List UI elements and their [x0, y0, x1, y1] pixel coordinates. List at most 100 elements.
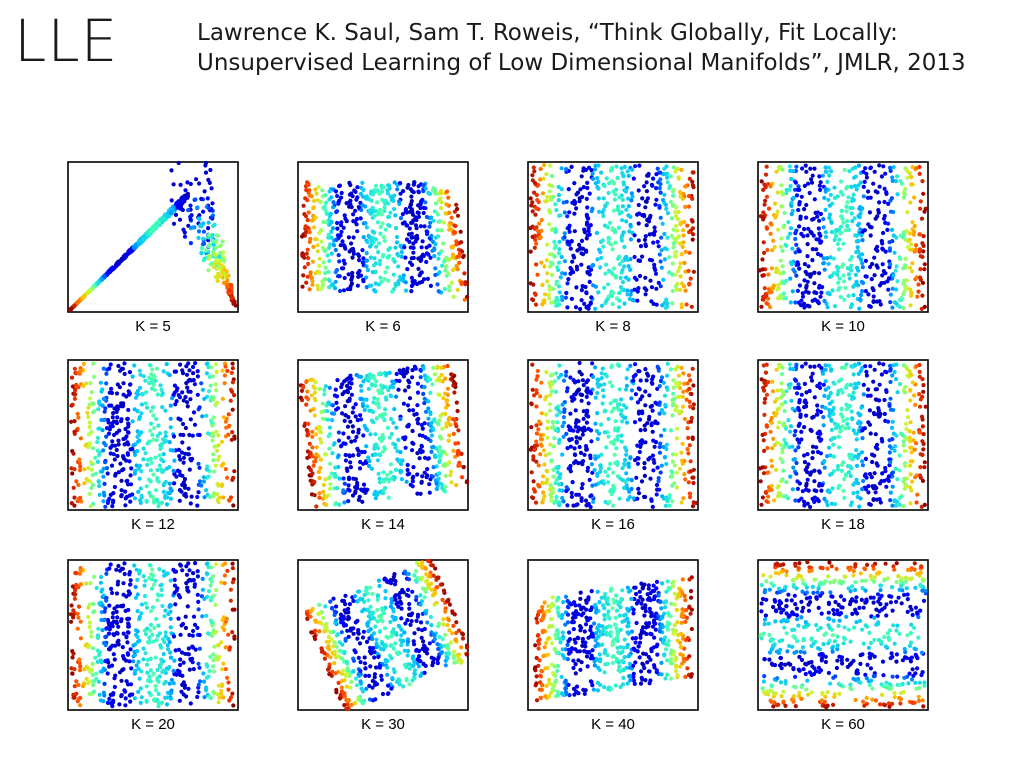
scatter-point	[774, 169, 779, 174]
scatter-point	[106, 431, 112, 436]
scatter-point	[369, 466, 374, 471]
scatter-point	[87, 288, 92, 293]
scatter-point	[665, 301, 670, 306]
scatter-point	[617, 298, 622, 303]
scatter-point	[681, 496, 686, 501]
scatter-point	[647, 455, 653, 460]
scatter-point	[312, 225, 317, 230]
scatter-point	[811, 233, 816, 238]
scatter-point	[349, 205, 354, 210]
scatter-point	[401, 401, 406, 406]
scatter-point	[633, 164, 638, 169]
scatter-point	[536, 229, 541, 234]
scatter-point	[577, 360, 582, 366]
scatter-point	[564, 431, 569, 436]
scatter-point	[851, 482, 856, 487]
scatter-point	[424, 214, 429, 220]
scatter-point	[846, 195, 851, 200]
scatter-point	[585, 468, 590, 473]
scatter-point	[579, 298, 584, 303]
scatter-point	[123, 489, 128, 494]
scatter-point	[618, 412, 624, 417]
scatter-point	[139, 402, 144, 407]
scatter-point	[386, 495, 391, 500]
scatter-point	[404, 210, 409, 215]
scatter-point	[385, 425, 390, 430]
scatter-point	[540, 191, 546, 196]
scatter-point	[547, 163, 553, 168]
scatter-point	[832, 195, 838, 201]
scatter-point	[82, 481, 87, 486]
scatter-point	[331, 205, 336, 210]
scatter-point	[102, 481, 107, 486]
scatter-point	[360, 180, 365, 185]
scatter-point	[198, 223, 203, 228]
scatter-point	[659, 433, 664, 438]
scatter-point	[69, 375, 75, 380]
scatter-point	[877, 184, 882, 189]
scatter-point	[394, 371, 399, 377]
scatter-point	[665, 361, 670, 366]
scatter-point	[132, 407, 137, 412]
scatter-point	[762, 202, 767, 207]
scatter-point	[690, 504, 696, 509]
scatter-point	[600, 401, 605, 406]
scatter-point	[308, 236, 313, 241]
scatter-point	[590, 361, 595, 366]
scatter-point	[569, 490, 574, 496]
scatter-point	[327, 278, 332, 283]
scatter-panel: K = 18	[757, 359, 929, 533]
scatter-point	[101, 474, 106, 479]
scatter-point	[214, 448, 220, 453]
scatter-point	[559, 187, 564, 192]
scatter-point	[871, 288, 876, 293]
scatter-point	[673, 169, 678, 174]
scatter-point	[360, 260, 365, 265]
scatter-point	[814, 445, 819, 450]
scatter-point	[214, 429, 219, 434]
scatter-point	[598, 463, 603, 468]
scatter-point	[561, 434, 566, 439]
scatter-point	[177, 395, 183, 400]
scatter-point	[125, 482, 131, 487]
scatter-point	[205, 196, 210, 201]
scatter-point	[378, 224, 383, 230]
scatter-point	[833, 304, 838, 309]
scatter-point	[802, 503, 807, 508]
scatter-point	[356, 497, 361, 502]
scatter-point	[763, 185, 768, 190]
scatter-point	[389, 431, 394, 436]
scatter-point	[910, 220, 915, 225]
scatter-point	[115, 407, 120, 412]
scatter-point	[550, 252, 555, 257]
scatter-point	[678, 241, 683, 246]
scatter-point	[207, 374, 212, 380]
scatter-point	[845, 382, 850, 387]
scatter-point	[793, 180, 799, 185]
scatter-point	[818, 233, 823, 238]
scatter-point	[769, 420, 774, 425]
scatter-point	[119, 478, 124, 483]
scatter-point	[680, 394, 685, 399]
scatter-point	[547, 451, 552, 456]
scatter-point	[358, 413, 363, 418]
scatter-point	[88, 504, 93, 509]
scatter-point	[347, 488, 352, 493]
scatter-point	[425, 229, 430, 235]
scatter-point	[606, 190, 611, 196]
scatter-point	[912, 195, 917, 200]
scatter-point	[171, 434, 177, 439]
scatter-point	[873, 490, 878, 495]
scatter-point	[210, 438, 215, 443]
scatter-point	[586, 228, 591, 233]
scatter-point	[664, 164, 669, 169]
scatter-point	[429, 421, 434, 426]
scatter-point	[463, 282, 468, 287]
scatter-point	[568, 246, 573, 251]
scatter-point	[580, 482, 585, 487]
scatter-point	[434, 486, 439, 492]
scatter-point	[655, 465, 660, 470]
scatter-point	[627, 296, 632, 302]
scatter-point	[636, 486, 641, 491]
scatter-point	[202, 396, 207, 401]
